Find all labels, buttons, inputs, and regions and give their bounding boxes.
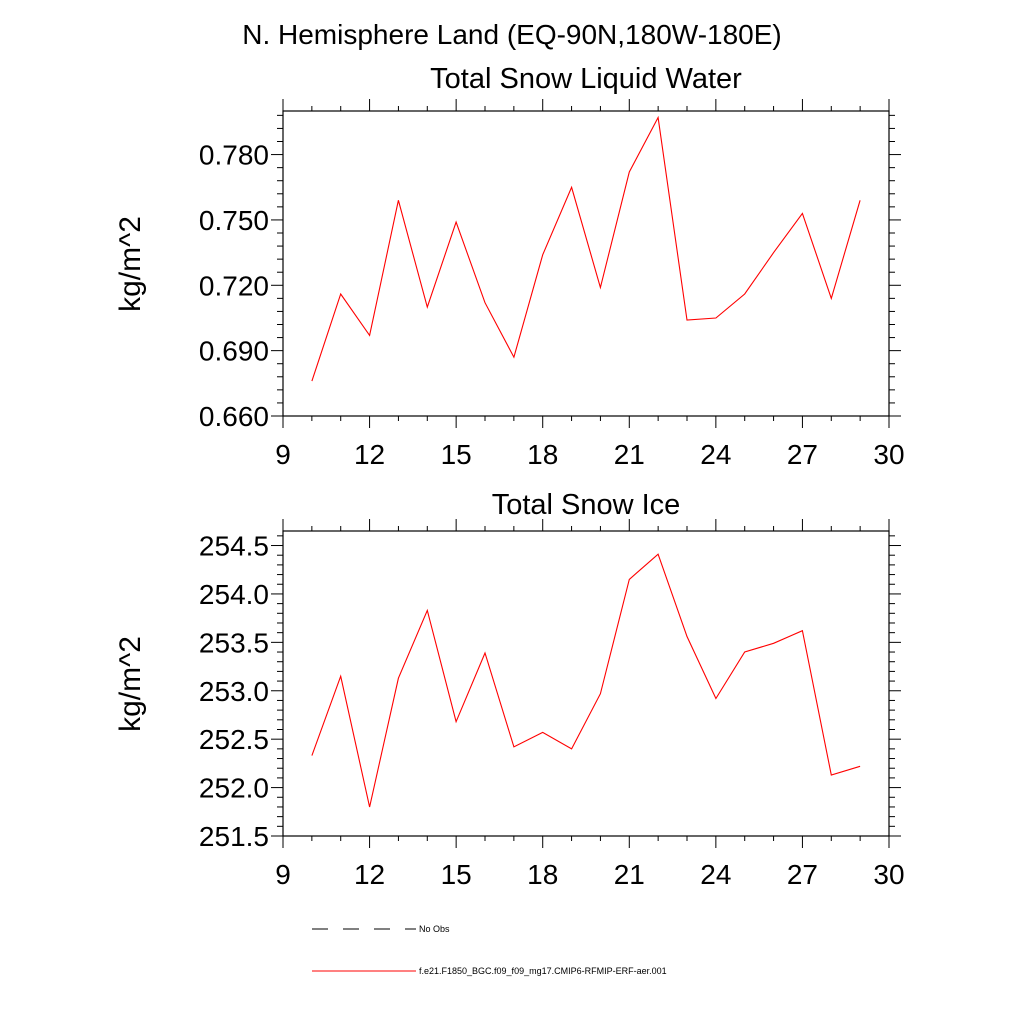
legend-label: f.e21.F1850_BGC.f09_f09_mg17.CMIP6-RFMIP… xyxy=(419,966,667,976)
series-line xyxy=(311,553,861,808)
y-tick-label: 252.5 xyxy=(199,724,269,755)
x-tick-label: 18 xyxy=(527,439,558,470)
legend-label: No Obs xyxy=(419,924,450,934)
y-tick-label: 253.0 xyxy=(199,676,269,707)
x-tick-label: 18 xyxy=(527,859,558,890)
y-tick-label: 254.5 xyxy=(199,531,269,562)
y-tick-label: 252.0 xyxy=(199,773,269,804)
x-tick-label: 30 xyxy=(873,439,904,470)
y-tick-label: 253.5 xyxy=(199,627,269,658)
chart-title: Total Snow Ice xyxy=(492,489,681,521)
x-tick-label: 21 xyxy=(614,859,645,890)
y-tick-label: 251.5 xyxy=(199,821,269,852)
x-tick-label: 21 xyxy=(614,439,645,470)
y-axis-label: kg/m^2 xyxy=(114,636,147,732)
chart-title: Total Snow Liquid Water xyxy=(430,63,742,95)
y-tick-label: 0.750 xyxy=(199,205,269,236)
chart-panel-2: Total Snow Ice 9 12 15 18 21 24 27 30 251.5 252.0 2… xyxy=(114,489,905,890)
y-axis-label: kg/m^2 xyxy=(114,216,147,312)
x-tick-label: 9 xyxy=(275,859,291,890)
y-tick-label: 0.660 xyxy=(199,401,269,432)
y-tick-label: 0.690 xyxy=(199,336,269,367)
x-tick-label: 12 xyxy=(354,859,385,890)
x-tick-label: 15 xyxy=(441,439,472,470)
x-tick-label: 27 xyxy=(787,439,818,470)
legend-item-2: f.e21.F1850_BGC.f09_f09_mg17.CMIP6-RFMIP… xyxy=(312,966,667,976)
y-tick-label: 0.780 xyxy=(199,140,269,171)
chart-panel-1: Total Snow Liquid Water 9 12 15 18 21 24 27 30 0.… xyxy=(114,63,905,470)
series-line xyxy=(311,115,861,382)
page-title: N. Hemisphere Land (EQ-90N,180W-180E) xyxy=(242,19,782,50)
y-tick-label: 254.0 xyxy=(199,579,269,610)
x-tick-label: 9 xyxy=(275,439,291,470)
x-tick-label: 30 xyxy=(873,859,904,890)
x-tick-label: 12 xyxy=(354,439,385,470)
plot-frame xyxy=(282,110,890,417)
legend: No Obs f.e21.F1850_BGC.f09_f09_mg17.CMIP6… xyxy=(312,924,667,976)
panels: Total Snow Liquid Water 9 12 15 18 21 24 27 30 0.… xyxy=(114,63,905,890)
x-tick-label: 15 xyxy=(441,859,472,890)
x-tick-label: 24 xyxy=(700,859,731,890)
x-tick-label: 27 xyxy=(787,859,818,890)
plot-frame xyxy=(282,530,890,837)
y-tick-label: 0.720 xyxy=(199,270,269,301)
legend-item-1: No Obs xyxy=(312,924,450,934)
x-tick-label: 24 xyxy=(700,439,731,470)
